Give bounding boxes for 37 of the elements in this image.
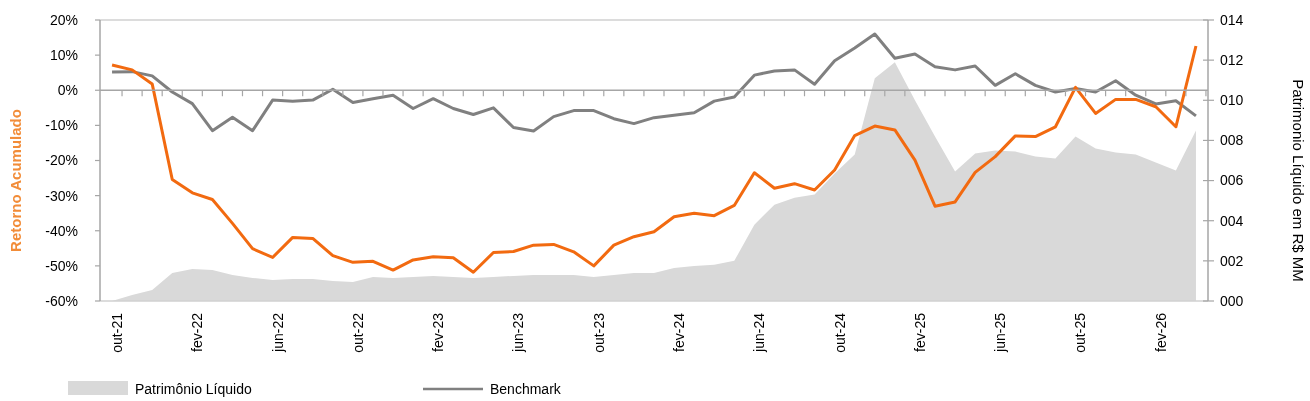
y2-tick-label: 002 [1220,252,1244,269]
y2-tick-label: 008 [1220,132,1244,149]
x-tick-label: jun-25 [992,312,1009,353]
y2-axis-title: Patrimonio Líquido em R$ MM [1289,79,1307,282]
y2-tick-label: 006 [1220,172,1244,189]
x-tick-label: fev-22 [189,312,206,352]
x-tick-label: jun-24 [751,312,768,353]
x-tick-label: jun-22 [269,312,286,353]
x-tick-label: out-25 [1072,312,1089,353]
legend-label: Benchmark [490,380,562,397]
x-tick-label: fev-25 [911,312,928,352]
y2-tick-label: 014 [1220,11,1244,28]
y-tick-label: -60% [45,292,78,309]
x-tick-label: out-21 [108,312,125,353]
line-series [110,32,1198,133]
y-tick-label: -30% [45,187,78,204]
line-series [110,44,1198,274]
y-tick-label: -10% [45,117,78,134]
y-tick-label: 0% [57,82,78,99]
y-axis-title: Retorno Acumulado [7,109,25,252]
y-tick-label: 10% [49,47,78,64]
x-tick-label: out-23 [590,312,607,353]
y2-tick-label: 010 [1220,92,1244,109]
y2-tick-label: 000 [1220,292,1244,309]
x-tick-label: jun-23 [510,312,527,353]
y2-tick-label: 012 [1220,52,1244,69]
y-tick-label: 20% [49,11,78,28]
y-tick-label: -50% [45,257,78,274]
legend-label: Patrimônio Líquido [135,380,252,397]
x-tick-label: out-22 [349,312,366,353]
x-tick-label: fev-24 [670,312,687,352]
y2-tick-label: 004 [1220,212,1244,229]
x-tick-label: fev-26 [1152,312,1169,352]
y-tick-label: -20% [45,152,78,169]
x-tick-label: out-24 [831,312,848,353]
x-tick-label: fev-23 [430,312,447,352]
y-tick-label: -40% [45,222,78,239]
